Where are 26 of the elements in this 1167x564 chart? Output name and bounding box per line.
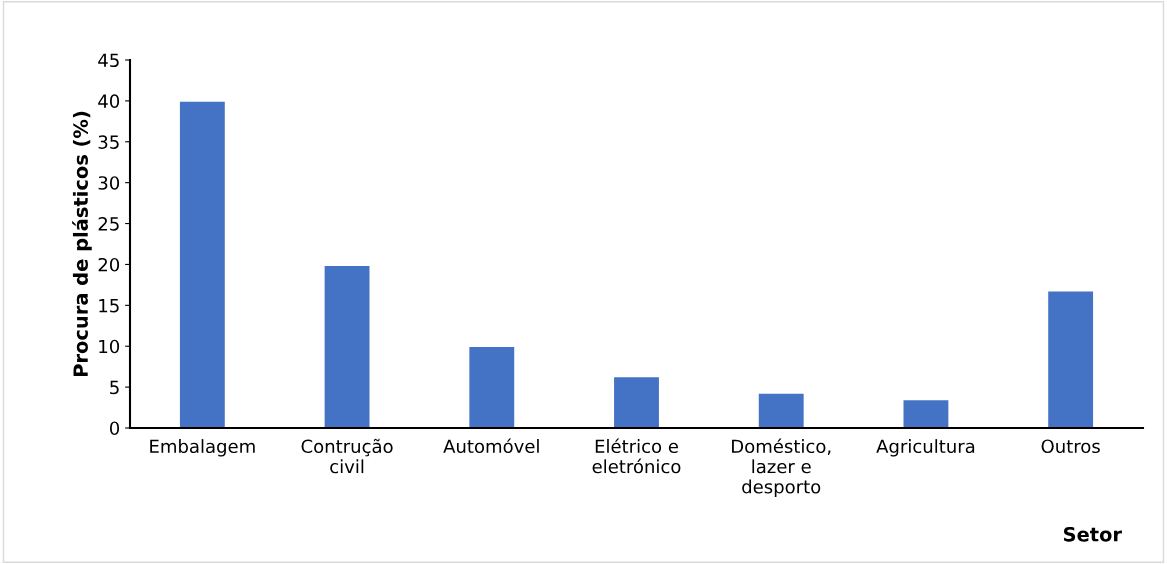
y-axis-title: Procura de plásticos (%) [72,111,92,377]
bar [758,393,804,428]
bar [1048,291,1094,428]
y-tick-label: 5 [110,380,119,395]
x-axis-title: Setor [1063,526,1122,542]
y-tick-label: 40 [98,94,120,109]
y-tick-label: 10 [99,339,120,354]
y-tick-label: 25 [98,217,119,231]
x-tick-label: Embalagem [150,439,255,457]
x-tick-label: Agricultura [876,439,975,457]
y-tick-label: 0 [109,421,120,436]
x-tick-label: Outros [1041,439,1100,454]
y-tick-label: 20 [98,257,120,272]
bar [903,400,949,428]
x-tick-label: Automóvel [443,438,539,454]
x-tick-label: Doméstico, lazer e desporto [732,438,831,498]
y-tick-label: 35 [98,135,119,149]
bar [469,347,515,428]
bar [324,266,370,428]
x-tick-label: Contrução civil [301,438,393,474]
bar [614,377,659,428]
y-tick-label: 45 [98,53,119,68]
bar [179,101,225,428]
x-tick-label: Elétrico e eletrónico [592,438,681,474]
y-tick-label: 30 [98,176,120,190]
y-tick-label: 15 [99,299,119,313]
